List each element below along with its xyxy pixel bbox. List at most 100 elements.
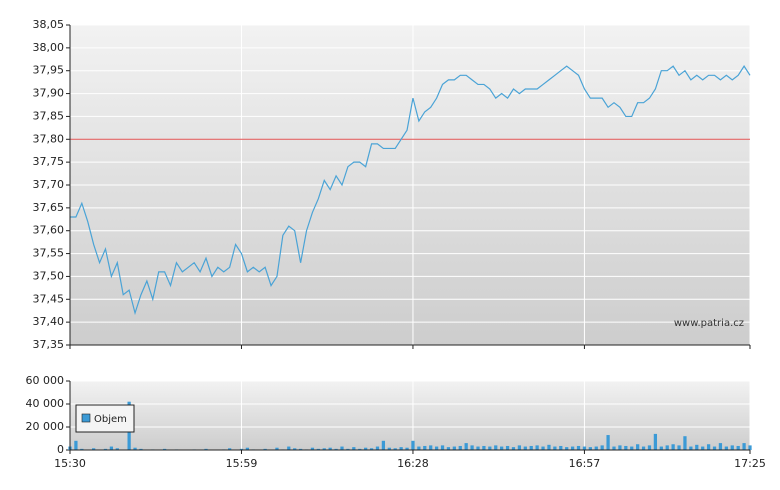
volume-bar — [381, 440, 386, 450]
volume-bar — [541, 446, 545, 450]
volume-bar — [606, 435, 610, 450]
volume-bar — [653, 433, 658, 450]
volume-bar — [712, 446, 717, 450]
y-tick-label: 37,70 — [33, 178, 65, 191]
volume-bar — [423, 445, 427, 450]
volume-bar — [434, 446, 439, 450]
volume-bar — [594, 446, 598, 450]
watermark: www.patria.cz — [674, 318, 744, 329]
volume-bar — [748, 445, 752, 450]
y-tick-label: 20 000 — [26, 420, 65, 433]
volume-bar — [523, 446, 527, 450]
volume-bar — [535, 445, 539, 450]
volume-bar — [458, 445, 462, 450]
volume-bar — [328, 447, 332, 450]
volume-bar — [446, 447, 451, 450]
volume-bar — [695, 444, 699, 450]
volume-bar — [411, 440, 415, 450]
volume-bar — [245, 447, 250, 450]
y-tick-label: 38,05 — [33, 18, 65, 31]
volume-bar — [399, 447, 403, 450]
y-tick-label: 40 000 — [26, 397, 65, 410]
volume-bar — [387, 447, 391, 450]
y-tick-label: 37,80 — [33, 132, 65, 145]
volume-bar — [500, 446, 504, 450]
y-tick-label: 37,40 — [33, 315, 65, 328]
volume-bar — [494, 445, 498, 450]
x-tick-label: 15:59 — [226, 457, 258, 470]
volume-bar — [488, 446, 492, 450]
volume-bar — [718, 443, 723, 450]
volume-bar — [588, 447, 592, 450]
x-tick-label: 17:25 — [734, 457, 766, 470]
volume-bar — [559, 445, 563, 450]
volume-bar — [417, 446, 421, 450]
volume-bar — [706, 444, 711, 450]
price-line — [70, 65, 751, 316]
legend-label: Objem — [94, 414, 127, 425]
volume-bar — [92, 448, 96, 450]
volume-bar — [582, 446, 587, 450]
volume-bar — [133, 447, 137, 450]
volume-plot-bg — [70, 381, 750, 450]
volume-bar — [624, 445, 628, 450]
volume-bar — [677, 445, 681, 450]
volume-bar — [346, 448, 350, 450]
volume-bar — [393, 448, 397, 450]
volume-bar — [275, 447, 279, 450]
volume-bar — [109, 446, 114, 450]
volume-bar — [352, 447, 356, 450]
volume-bar — [671, 444, 675, 450]
x-tick-label: 16:57 — [569, 457, 601, 470]
volume-bar — [701, 446, 705, 450]
volume-bar — [659, 446, 663, 450]
y-tick-label: 37,35 — [33, 338, 65, 351]
y-tick-label: 37,50 — [33, 269, 65, 282]
volume-bar — [263, 448, 267, 450]
volume-bar — [630, 446, 634, 450]
volume-bar — [340, 446, 344, 450]
volume-bar — [464, 443, 468, 450]
volume-bar — [511, 447, 516, 450]
y-tick-label: 37,45 — [33, 292, 65, 305]
y-tick-label: 38,00 — [33, 41, 65, 54]
y-tick-label: 37,55 — [33, 247, 65, 260]
volume-bar — [293, 448, 297, 450]
y-tick-label: 37,75 — [33, 155, 65, 168]
legend: Objem — [75, 404, 135, 433]
volume-bar — [618, 445, 622, 450]
volume-bar — [310, 447, 315, 450]
marks: 37,35 37,40 37,45 37,50 37,55 37,60 37,65 37,70… — [26, 18, 766, 470]
volume-bar — [665, 445, 669, 450]
volume-bar — [316, 448, 320, 450]
volume-bar — [74, 440, 78, 450]
volume-bar — [440, 445, 445, 450]
volume-bar — [730, 445, 734, 450]
volume-bar — [139, 448, 143, 450]
volume-bar — [364, 447, 368, 450]
x-tick-label: 15:30 — [54, 457, 86, 470]
legend-swatch — [81, 413, 91, 423]
volume-bar — [80, 448, 84, 450]
volume-bar — [287, 446, 291, 450]
y-tick-label: 37,95 — [33, 64, 65, 77]
volume-bar — [470, 445, 474, 450]
volume-bar — [600, 445, 604, 450]
volume-bar — [505, 445, 510, 450]
volume-bar — [334, 448, 338, 450]
volume-bar — [570, 446, 575, 450]
volume-bar — [683, 436, 687, 450]
volume-bar — [228, 448, 232, 450]
x-tick-label: 16:28 — [397, 457, 429, 470]
volume-bar — [553, 446, 557, 450]
volume-bar — [358, 448, 362, 450]
volume-bar — [476, 446, 480, 450]
volume-bar — [405, 447, 409, 450]
volume-bar — [204, 448, 208, 450]
volume-bar — [612, 446, 616, 450]
volume-bar — [429, 445, 433, 450]
volume-bar — [452, 446, 456, 450]
volume-bar — [517, 445, 522, 450]
